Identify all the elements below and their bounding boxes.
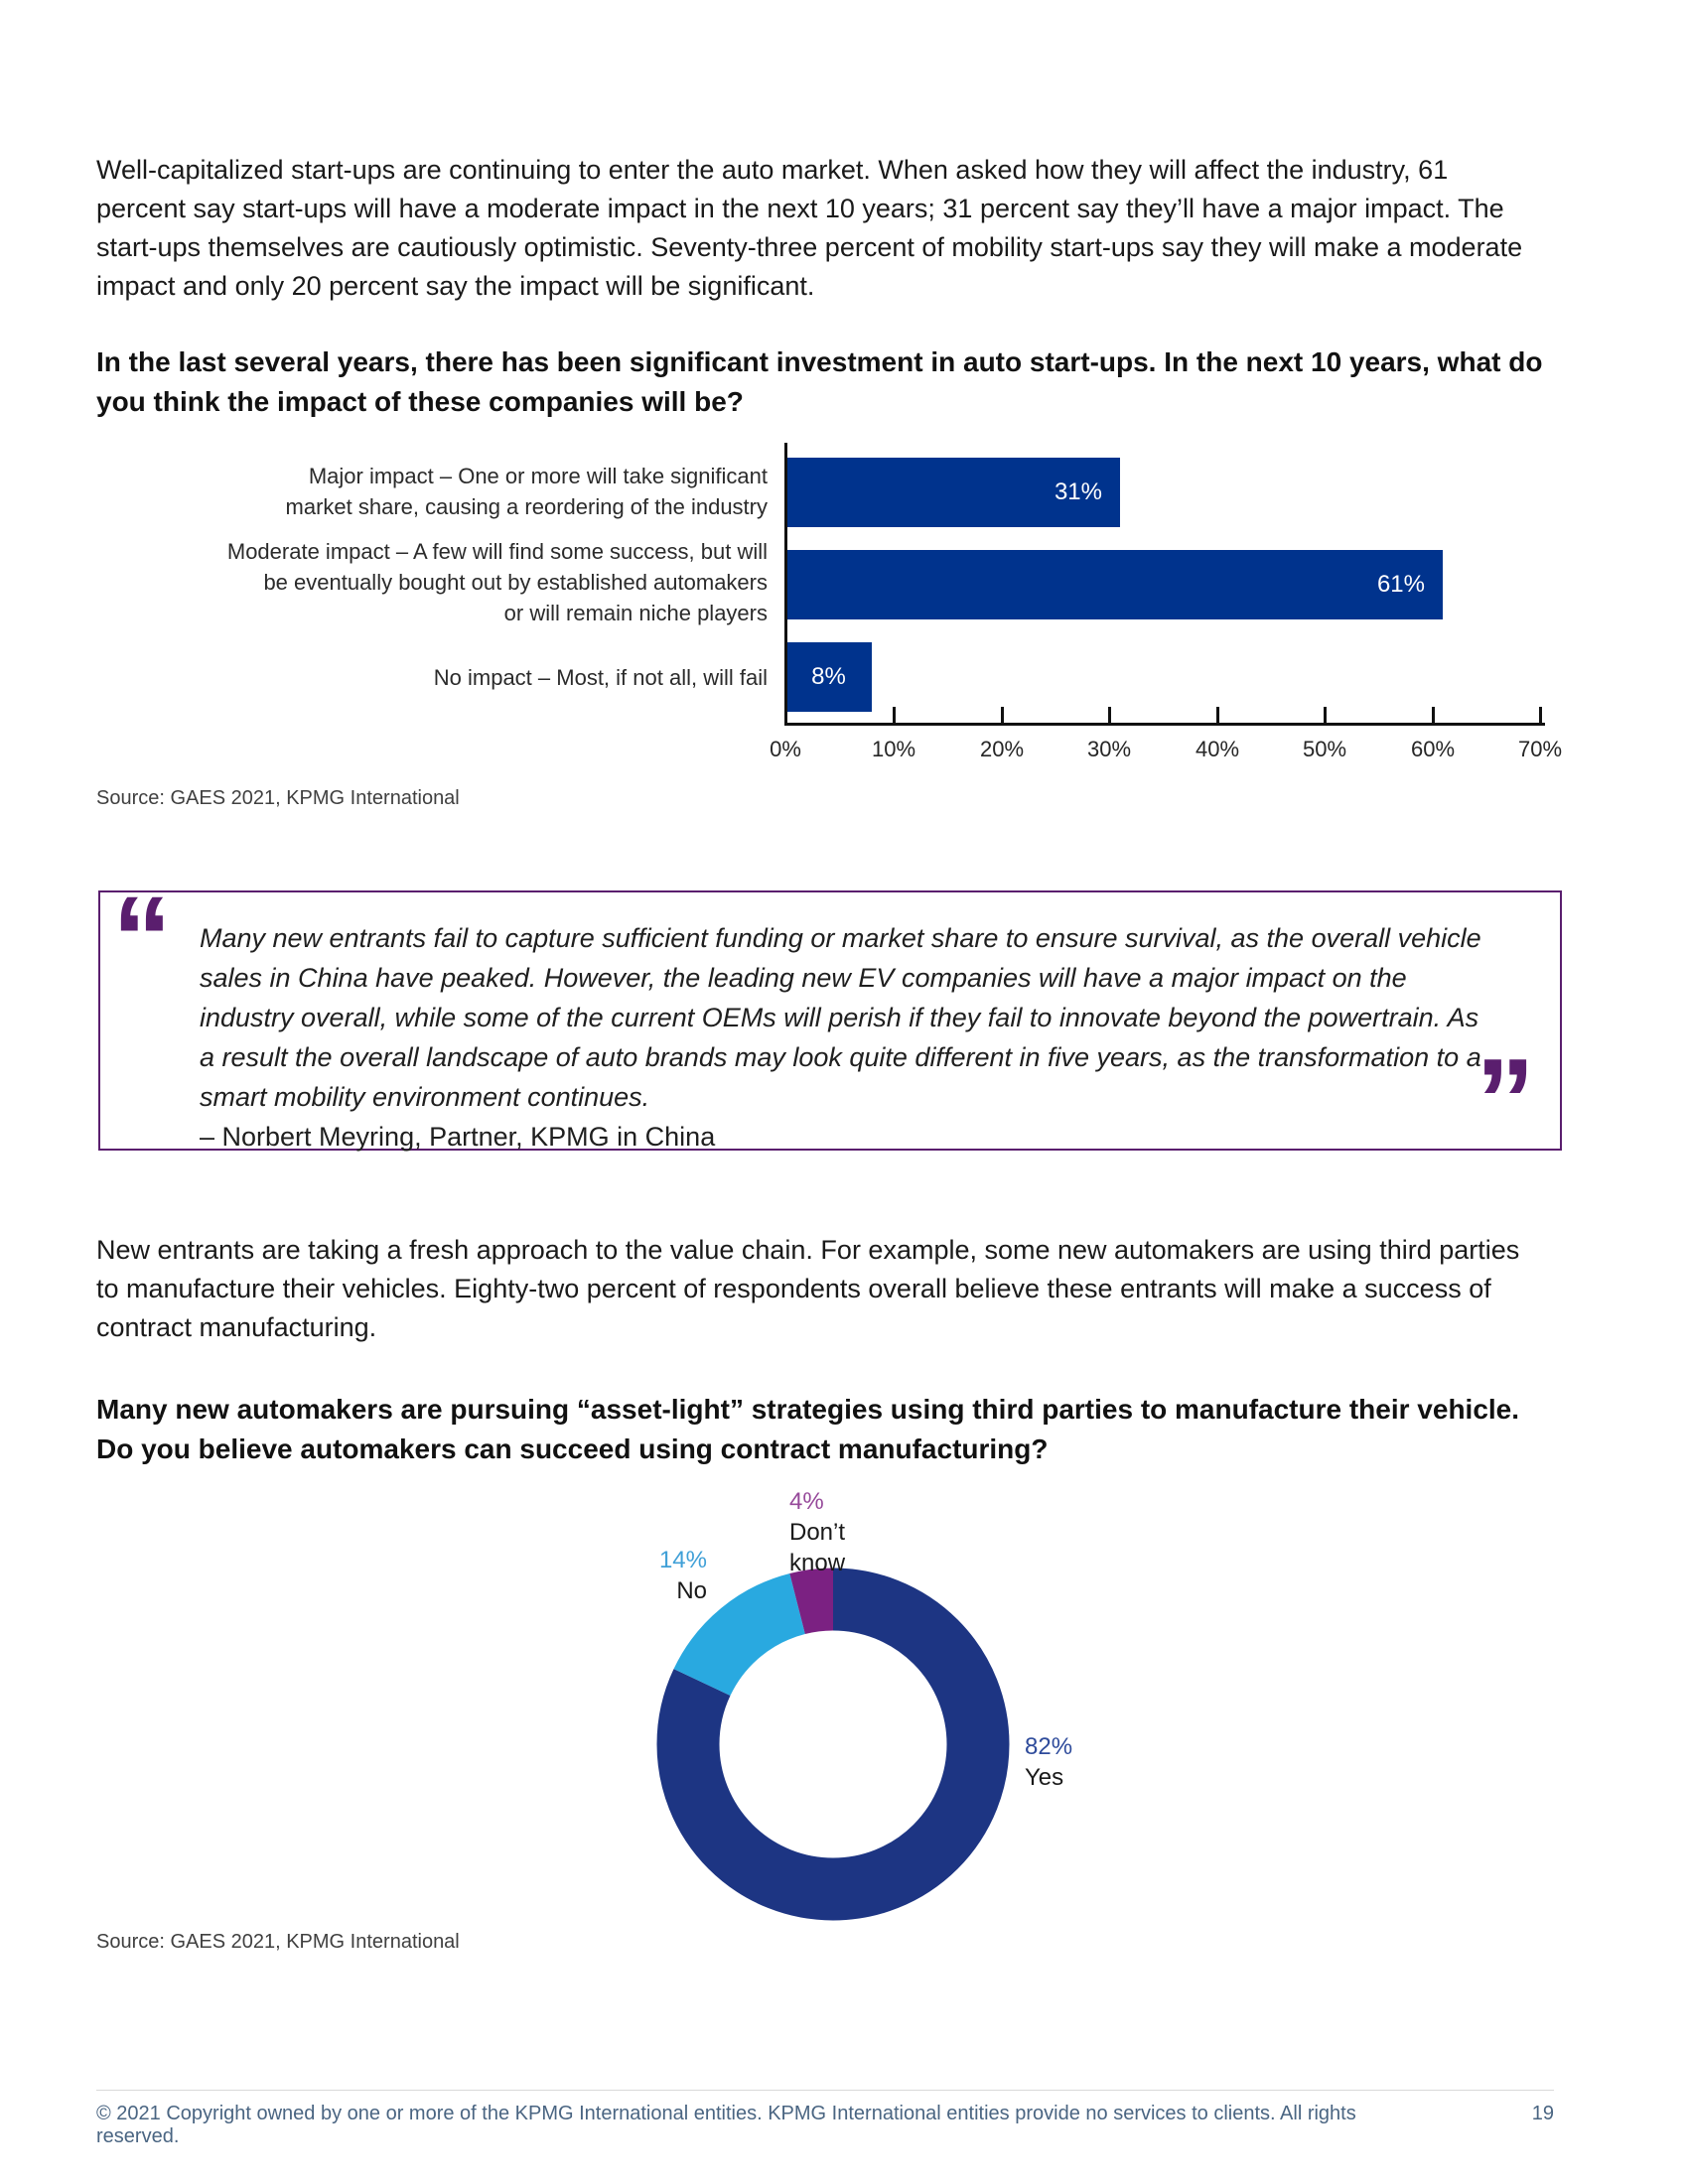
donut-slice-dont-know (656, 1568, 1010, 1921)
donut-pct-dont-know: 4% (789, 1488, 824, 1515)
close-quote-icon: ” (1476, 1034, 1535, 1167)
y-axis-line (784, 443, 787, 726)
x-axis-tick (893, 707, 896, 723)
x-tick-label: 10% (871, 737, 916, 761)
x-tick-label: 0% (770, 737, 801, 761)
x-tick-label: 30% (1086, 737, 1132, 761)
x-tick-label: 50% (1302, 737, 1347, 761)
quote-attribution: – Norbert Meyring, Partner, KPMG in Chin… (200, 1122, 716, 1152)
bar-category-label: Moderate impact – A few will find some s… (226, 539, 768, 625)
source-note: Source: GAES 2021, KPMG International (96, 1931, 460, 1953)
paragraph-2: New entrants are taking a fresh approach… (96, 1235, 1520, 1342)
footer-copyright: © 2021 Copyright owned by one or more of… (96, 2103, 1356, 2147)
donut-label-no: 14% No (556, 1545, 707, 1606)
x-tick-label: 70% (1517, 737, 1563, 761)
x-tick-label: 20% (979, 737, 1025, 761)
footer-divider (96, 2090, 1554, 2091)
donut-name-dont-know: Don’t know (789, 1519, 846, 1576)
x-axis-tick (1001, 707, 1004, 723)
bar-category-label: No impact – Most, if not all, will fail (433, 665, 768, 690)
x-axis-tick (1432, 707, 1435, 723)
x-tick-label: 40% (1195, 737, 1240, 761)
bar-value-label: 61% (1376, 571, 1425, 598)
quote-box: “ Many new entrants fail to capture suff… (98, 879, 1562, 1160)
x-tick-label: 60% (1410, 737, 1456, 761)
x-axis-tick (1324, 707, 1327, 723)
donut-label-yes: 82% Yes (1025, 1731, 1072, 1793)
bar-value-label: 8% (811, 663, 846, 690)
x-axis-tick (1216, 707, 1219, 723)
intro-paragraph: Well-capitalized start-ups are continuin… (96, 155, 1523, 301)
page-number: 19 (1531, 2103, 1554, 2124)
x-axis-line (784, 723, 1545, 726)
donut-label-dont-know: 4% Don’t know (789, 1486, 845, 1578)
source-note: Source: GAES 2021, KPMG International (96, 787, 460, 809)
x-axis-tick (1108, 707, 1111, 723)
donut-pct-yes: 82% (1025, 1733, 1073, 1760)
bar-major-impact: 31% (785, 458, 1120, 527)
x-axis-tick (1539, 707, 1542, 723)
donut-svg (656, 1568, 1010, 1921)
bar-value-label: 31% (1054, 478, 1102, 505)
open-quote-icon: “ (112, 872, 172, 1005)
donut-name-no: No (676, 1577, 707, 1604)
donut-pct-no: 14% (658, 1547, 707, 1573)
donut-name-yes: Yes (1025, 1764, 1064, 1791)
bar-no-impact: 8% (785, 642, 872, 712)
quote-text: Many new entrants fail to capture suffic… (200, 923, 1481, 1112)
question-1-heading: In the last several years, there has bee… (96, 346, 1543, 417)
bar-category-label: Major impact – One or more will take sig… (285, 464, 768, 519)
bar-moderate-impact: 61% (785, 550, 1443, 619)
question-2-heading: Many new automakers are pursuing “asset-… (96, 1394, 1520, 1464)
